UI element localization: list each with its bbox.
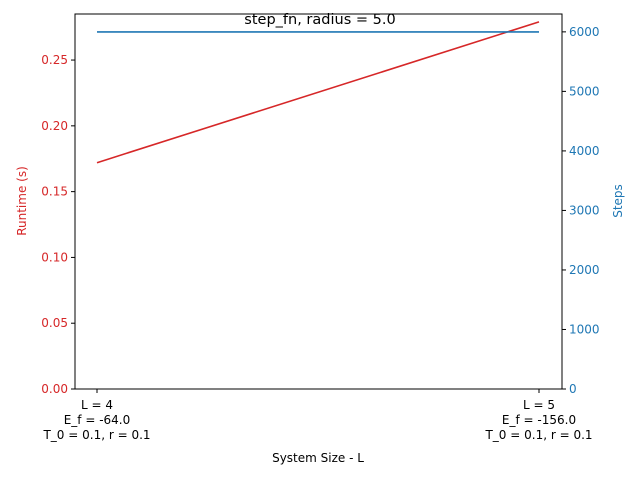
right-axis-tick-label: 3000 <box>569 203 600 217</box>
plot-frame <box>74 13 563 390</box>
right-axis-tick-label: 0 <box>569 382 577 396</box>
plot-lines <box>96 21 540 164</box>
x-axis-tick-label: T_0 = 0.1, r = 0.1 <box>484 428 592 442</box>
right-axis-label: Steps <box>611 184 625 218</box>
x-axis-tick-label: T_0 = 0.1, r = 0.1 <box>42 428 150 442</box>
x-axis-tick-label: L = 5 <box>523 398 555 412</box>
x-axis-ticks: L = 4E_f = -64.0T_0 = 0.1, r = 0.1L = 5E… <box>42 389 593 442</box>
left-axis-ticks: 0.00 0.05 0.10 0.15 0.20 0.25 <box>41 53 75 396</box>
left-axis-tick-label: 0.00 <box>41 382 68 396</box>
left-axis-tick-label: 0.05 <box>41 316 68 330</box>
right-axis-tick-label: 1000 <box>569 322 600 336</box>
x-axis-tick-label: E_f = -64.0 <box>64 413 131 427</box>
left-axis-tick-label: 0.20 <box>41 119 68 133</box>
right-axis-tick-label: 2000 <box>569 263 600 277</box>
right-axis-tick-label: 5000 <box>569 84 600 98</box>
right-axis-ticks: 0 1000 2000 3000 4000 5000 6000 <box>562 25 600 396</box>
left-axis-tick-label: 0.15 <box>41 185 68 199</box>
x-axis-tick-label: L = 4 <box>81 398 113 412</box>
right-axis-tick-label: 6000 <box>569 25 600 39</box>
runtime-series-line <box>96 21 540 164</box>
left-axis-tick-label: 0.10 <box>41 250 68 264</box>
left-axis-tick-label: 0.25 <box>41 53 68 67</box>
chart-title: step_fn, radius = 5.0 <box>244 12 395 28</box>
x-axis-label: System Size - L <box>272 451 364 465</box>
right-axis-tick-label: 4000 <box>569 144 600 158</box>
x-axis-tick-label: E_f = -156.0 <box>502 413 576 427</box>
left-axis-label: Runtime (s) <box>15 166 29 236</box>
